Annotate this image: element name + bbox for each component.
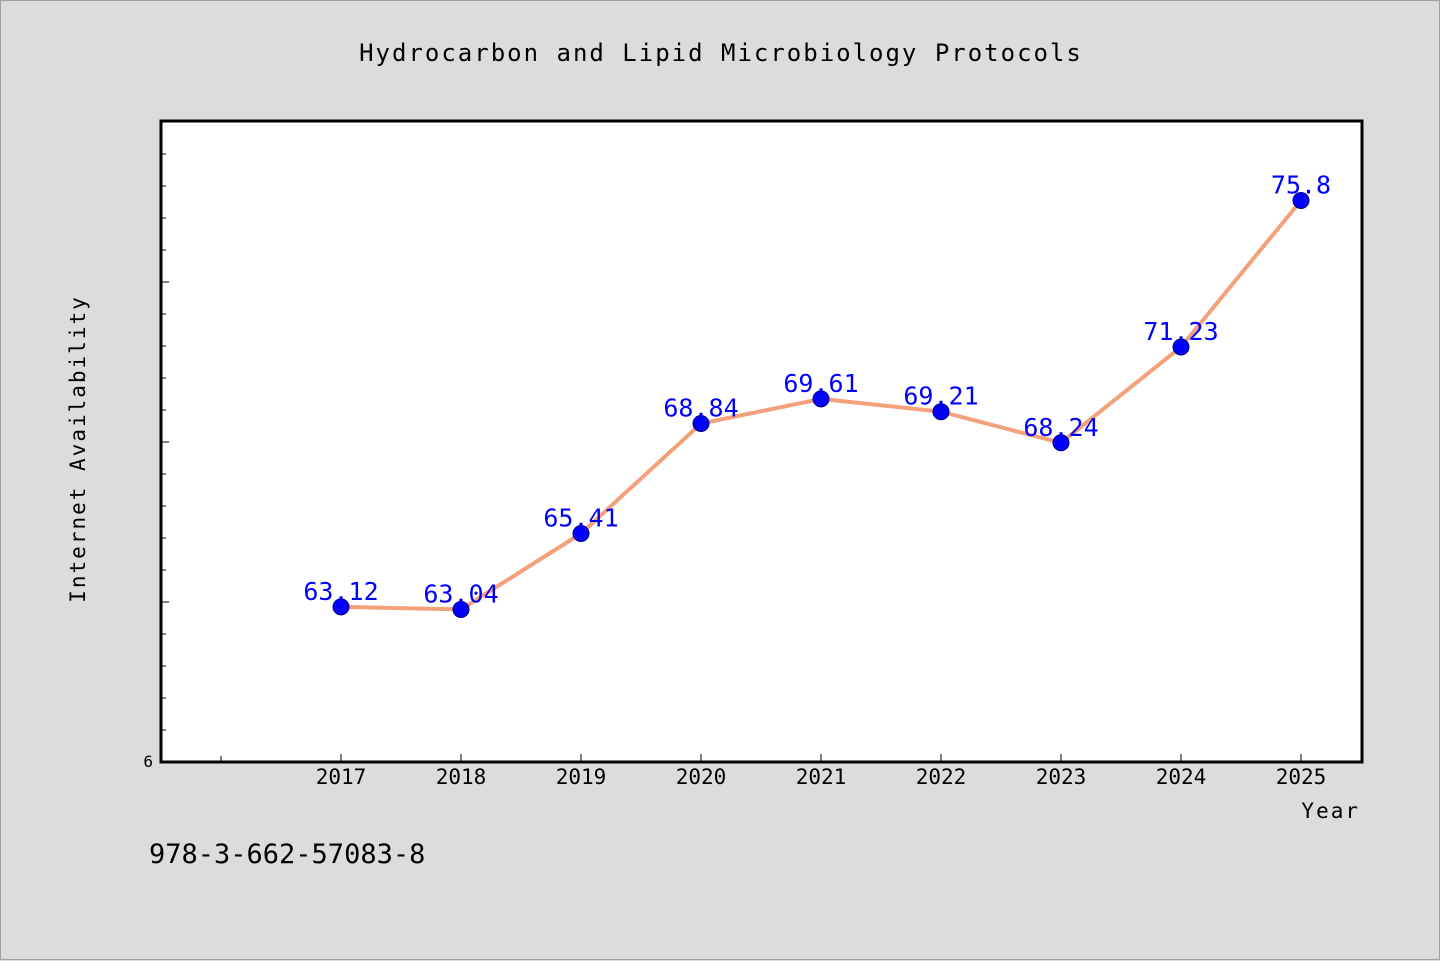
plot-area (159, 119, 1364, 764)
data-point (452, 600, 470, 618)
x-tick-label: 2023 (1036, 765, 1087, 789)
x-tick-label: 2019 (556, 765, 607, 789)
y-axis-min-label: 6 (143, 752, 153, 771)
data-point (932, 403, 950, 421)
data-label: 68.24 (1023, 413, 1098, 442)
chart-title: Hydrocarbon and Lipid Microbiology Proto… (359, 39, 1083, 67)
data-label: 71.23 (1143, 317, 1218, 346)
x-tick-label: 2022 (916, 765, 967, 789)
data-point (1052, 434, 1070, 452)
x-axis-label: Year (1301, 799, 1360, 823)
x-axis-tick-labels: 2017 2018 2019 2020 2021 2022 2023 2024 2025 (316, 765, 1327, 789)
x-tick-label: 2025 (1276, 765, 1327, 789)
data-labels: 63.12 63.04 65.41 68.84 69.61 69.21 68.24 71.23… (303, 170, 1331, 608)
data-label: 75.8 (1271, 170, 1331, 199)
data-label: 68.84 (663, 394, 738, 423)
x-axis-ticks (220, 754, 1302, 762)
data-point (1292, 191, 1310, 209)
data-label: 63.04 (423, 579, 498, 608)
data-markers (332, 191, 1310, 618)
data-label: 63.12 (303, 577, 378, 606)
isbn-label: 978-3-662-57083-8 (149, 839, 425, 870)
data-label: 69.21 (903, 382, 978, 411)
x-tick-label: 2020 (676, 765, 727, 789)
data-point (692, 415, 710, 433)
data-point (1172, 338, 1190, 356)
data-point (572, 524, 590, 542)
y-axis-ticks (161, 153, 169, 763)
x-tick-label: 2018 (436, 765, 487, 789)
x-tick-label: 2021 (796, 765, 847, 789)
x-tick-label: 2017 (316, 765, 367, 789)
y-axis-label: Internet Availability (66, 295, 90, 603)
data-point (332, 598, 350, 616)
data-point (812, 390, 830, 408)
x-tick-label: 2024 (1156, 765, 1207, 789)
data-label: 65.41 (543, 503, 618, 532)
data-label: 69.61 (783, 369, 858, 398)
